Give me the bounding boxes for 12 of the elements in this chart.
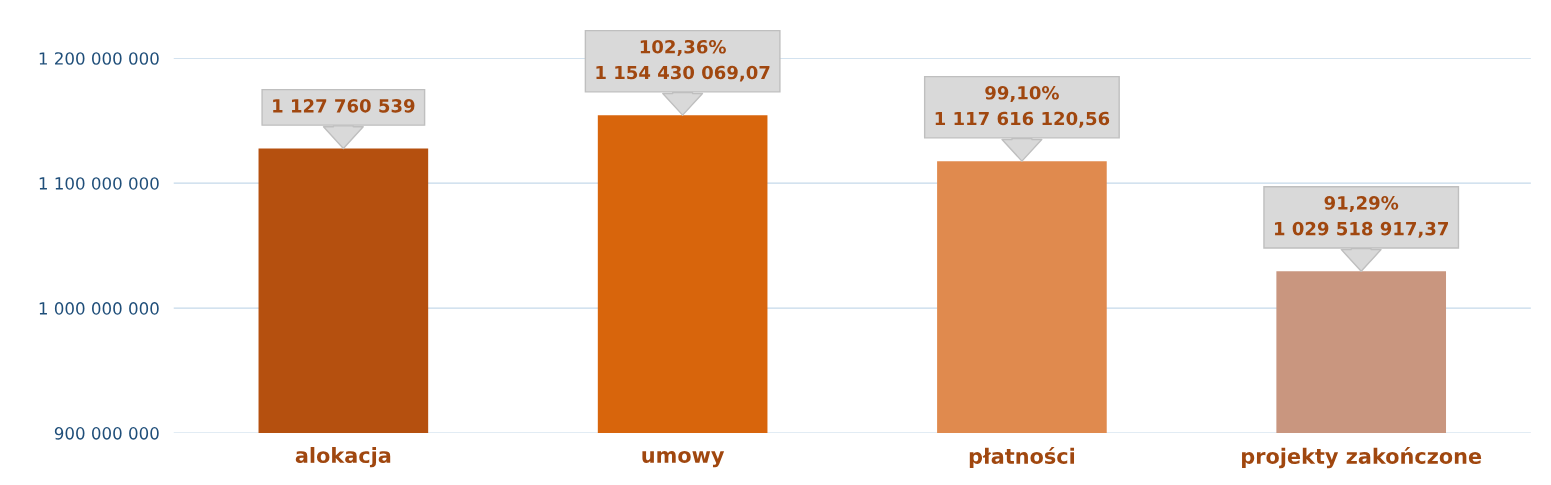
data-label: 91,29% 1 029 518 917,37 — [1275, 196, 1448, 238]
x-tick-label: umowy — [642, 450, 725, 468]
y-tick-label: 1 200 000 000 — [39, 52, 159, 65]
y-tick-label: 900 000 000 — [54, 427, 159, 440]
x-tick-label: płatności — [969, 446, 1075, 468]
y-tick-label: 1 100 000 000 — [39, 177, 159, 190]
x-tick-label: alokacja — [295, 446, 391, 468]
data-label: 1 127 760 539 — [273, 98, 415, 113]
data-label: 99,10% 1 117 616 120,56 — [935, 85, 1110, 128]
data-label: 102,36% 1 154 430 069,07 — [596, 39, 770, 82]
y-tick-label: 1 000 000 000 — [39, 302, 159, 315]
x-tick-label: projekty zakończone — [1242, 446, 1482, 469]
